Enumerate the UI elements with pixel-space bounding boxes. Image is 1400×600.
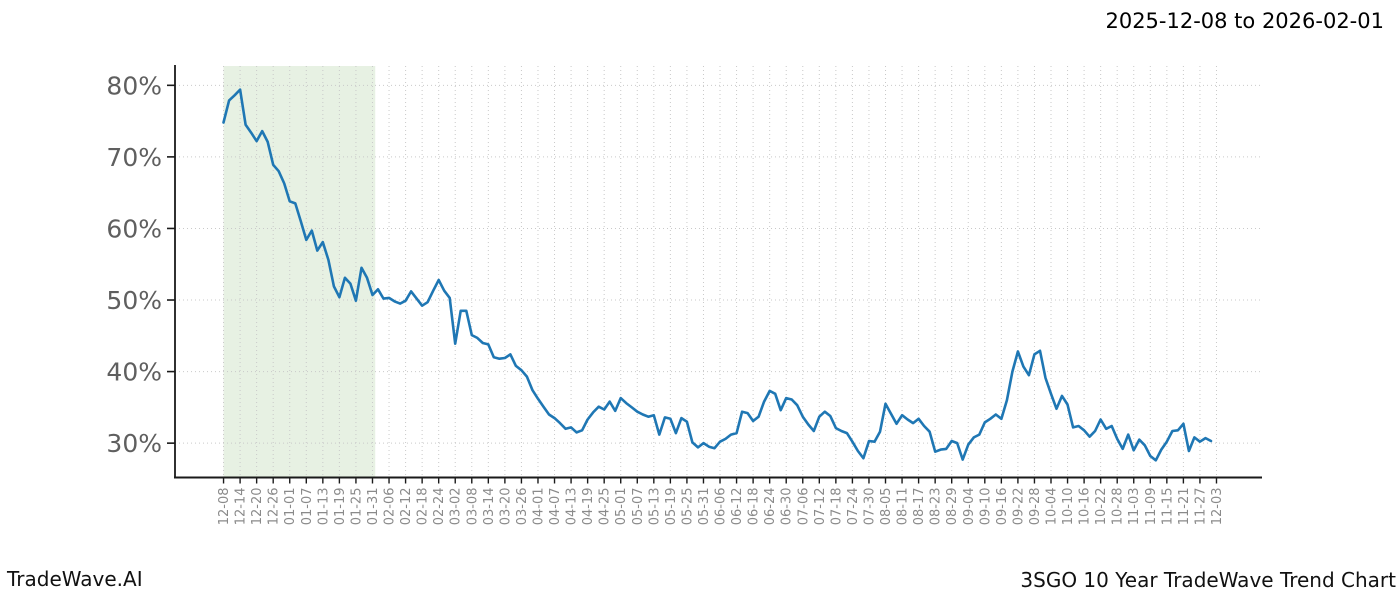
- x-tick-label: 05-07: [631, 488, 646, 526]
- x-tick-label: 10-16: [1078, 488, 1093, 526]
- x-tick-label: 06-30: [780, 488, 795, 526]
- x-tick-label: 05-13: [647, 488, 662, 526]
- x-tick-label: 05-25: [680, 488, 695, 526]
- x-tick-label: 12-14: [234, 488, 249, 526]
- trend-line: [222, 88, 1213, 462]
- x-tick-label: 09-04: [962, 488, 977, 526]
- y-tick-label: 60%: [106, 214, 162, 243]
- x-tick-label: 12-08: [217, 488, 232, 526]
- x-tick-label: 01-13: [316, 488, 331, 526]
- x-tick-label: 04-07: [548, 488, 563, 526]
- x-tick-label: 12-03: [1210, 488, 1225, 526]
- x-tick-label: 09-10: [978, 488, 993, 526]
- x-tick-label: 02-24: [432, 488, 447, 526]
- x-tick-label: 11-21: [1177, 488, 1192, 526]
- x-tick-label: 07-12: [813, 488, 828, 526]
- x-tick-label: 08-11: [896, 488, 911, 526]
- x-tick-label: 11-03: [1127, 488, 1142, 526]
- x-tick-label: 11-09: [1144, 488, 1159, 526]
- x-tick-label: 07-06: [796, 488, 811, 526]
- x-tick-label: 10-10: [1061, 488, 1076, 526]
- x-tick-label: 11-27: [1193, 488, 1208, 526]
- brand-label: TradeWave.AI: [7, 567, 143, 591]
- x-tick-label: 02-18: [416, 488, 431, 526]
- x-tick-label: 07-24: [846, 488, 861, 526]
- x-tick-label: 10-28: [1111, 488, 1126, 526]
- y-tick-label: 40%: [106, 358, 162, 387]
- x-tick-label: 01-19: [333, 488, 348, 526]
- x-tick-label: 08-17: [912, 488, 927, 526]
- x-tick-label: 06-06: [714, 488, 729, 526]
- x-tick-label: 02-12: [399, 488, 414, 526]
- vertical-gridlines: [223, 66, 1217, 478]
- y-tick-label: 70%: [106, 143, 162, 172]
- x-tick-label: 05-19: [664, 488, 679, 526]
- x-tick-label: 12-26: [267, 488, 282, 526]
- x-tick-label: 10-22: [1094, 488, 1109, 526]
- x-tick-label: 12-20: [250, 488, 265, 526]
- x-tick-label: 04-19: [581, 488, 596, 526]
- highlight-region: [223, 66, 376, 478]
- x-tick-label: 03-20: [498, 488, 513, 526]
- x-tick-label: 11-15: [1160, 488, 1175, 526]
- x-tick-label: 06-12: [730, 488, 745, 526]
- x-tick-label: 10-04: [1044, 488, 1059, 526]
- x-tick-label: 06-18: [747, 488, 762, 526]
- x-tick-label: 04-13: [565, 488, 580, 526]
- x-tick-label: 06-24: [763, 488, 778, 526]
- y-tick-label: 80%: [106, 71, 162, 100]
- x-tick-label: 09-16: [995, 488, 1010, 526]
- x-tick-label: 08-05: [879, 488, 894, 526]
- x-tick-label: 04-01: [531, 488, 546, 526]
- chart-date-range-title: 2025-12-08 to 2026-02-01: [1105, 9, 1384, 33]
- y-tick-label: 50%: [106, 286, 162, 315]
- x-tick-label: 03-14: [482, 487, 497, 525]
- x-tick-label: 04-25: [598, 488, 613, 526]
- x-tick-label: 09-22: [1011, 488, 1026, 526]
- x-tick-label: 01-31: [366, 488, 381, 526]
- x-tick-label: 05-31: [697, 488, 712, 526]
- x-tick-label: 03-08: [465, 488, 480, 526]
- x-tick-label: 02-06: [383, 488, 398, 526]
- x-tick-label: 05-01: [614, 488, 629, 526]
- x-tick-label: 03-26: [515, 488, 530, 526]
- x-tick-label: 07-30: [862, 488, 877, 526]
- x-tick-label: 01-25: [349, 488, 364, 526]
- x-tick-label: 08-29: [945, 488, 960, 526]
- y-tick-label: 30%: [106, 429, 162, 458]
- x-tick-label: 09-28: [1028, 488, 1043, 526]
- chart-caption: 3SGO 10 Year TradeWave Trend Chart: [1020, 568, 1396, 592]
- x-tick-label: 01-01: [283, 488, 298, 526]
- x-tick-label: 07-18: [829, 488, 844, 526]
- x-tick-label: 01-07: [300, 488, 315, 526]
- y-axis-labels: 30% 40% 50% 60% 70% 80%: [106, 71, 175, 458]
- x-axis-labels: 12-08 12-14 12-20 12-26 01-01 01-07 01-13 01-19…: [217, 477, 1225, 526]
- x-tick-label: 08-23: [929, 488, 944, 526]
- x-tick-label: 03-02: [449, 488, 464, 526]
